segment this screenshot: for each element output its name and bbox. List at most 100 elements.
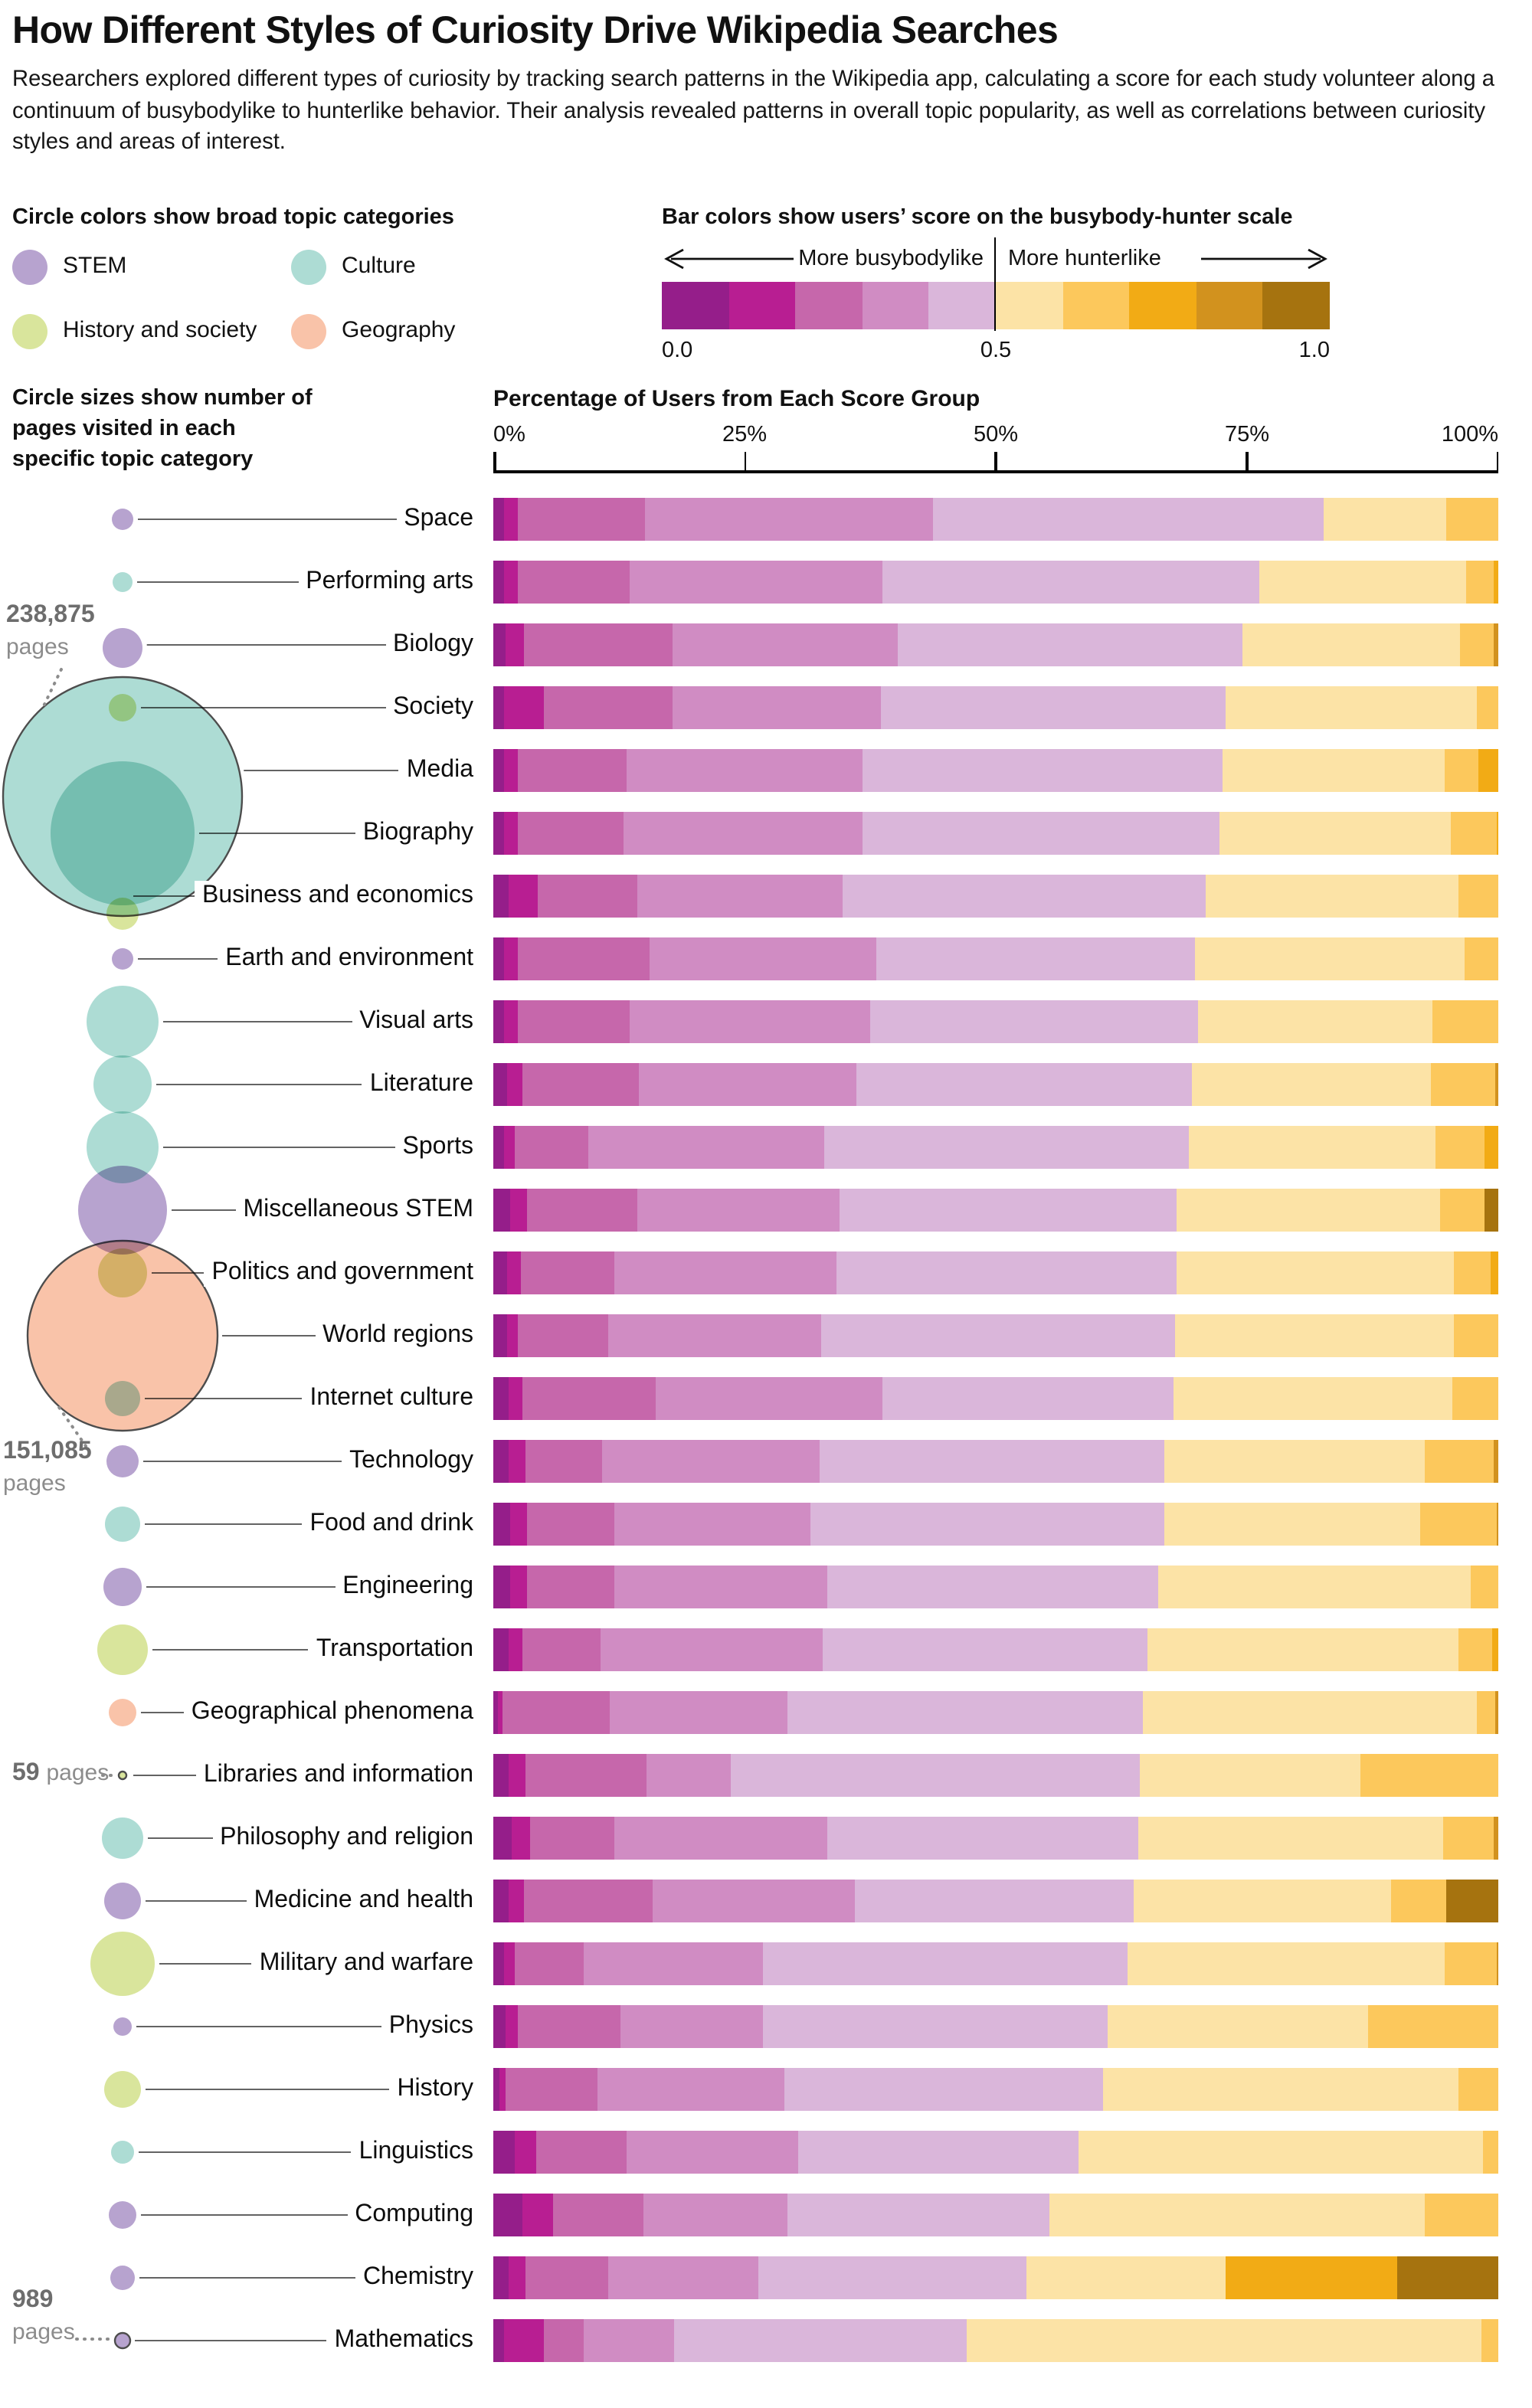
bar-segment-score-1 <box>503 561 518 604</box>
topic-circle-miscellaneous-stem <box>78 1166 167 1255</box>
row-label-text: Visual arts <box>352 1006 481 1036</box>
page-title: How Different Styles of Curiosity Drive … <box>12 9 1059 52</box>
stacked-bar-space <box>493 498 1498 541</box>
topic-circle-engineering <box>103 1568 142 1606</box>
row-label-politics-and-government: Politics and government <box>0 1251 481 1294</box>
legend-item-history: History and society <box>12 312 257 349</box>
row-label-text: Earth and environment <box>218 944 481 973</box>
bar-segment-score-7 <box>1492 1628 1498 1671</box>
bar-segment-score-7 <box>1226 2256 1398 2299</box>
annotation-mathematics-pages: 989 pages <box>12 2285 75 2347</box>
bar-segment-score-0 <box>493 812 504 855</box>
bar-segment-score-3 <box>646 1754 731 1797</box>
stacked-bar-visual-arts <box>493 1000 1498 1043</box>
row-label-text: Biology <box>385 630 481 659</box>
bar-segment-score-6 <box>1432 1000 1498 1043</box>
topic-circle-mathematics <box>113 2331 132 2350</box>
stacked-bar-military-and-warfare <box>493 1942 1498 1985</box>
annotation-media-pages: 238,875 pages <box>6 600 95 663</box>
topic-circle-history <box>104 2071 141 2108</box>
bar-segment-score-0 <box>493 2068 499 2111</box>
bar-segment-score-0 <box>493 2256 509 2299</box>
bar-segment-score-2 <box>522 1063 640 1106</box>
row-label-text: Politics and government <box>204 1258 481 1287</box>
bar-segment-score-1 <box>509 875 538 918</box>
bar-segment-score-3 <box>614 1251 837 1294</box>
bar-segment-score-6 <box>1458 875 1498 918</box>
bar-segment-score-3 <box>614 1566 828 1608</box>
bar-segment-score-0 <box>493 1628 509 1671</box>
bar-segment-score-1 <box>503 498 519 541</box>
score-color-scale <box>662 282 1330 329</box>
bar-segment-score-1 <box>503 1126 515 1169</box>
bar-segment-score-1 <box>508 1377 522 1420</box>
scale-swatch-3 <box>862 282 929 329</box>
bar-segment-score-6 <box>1360 1754 1498 1797</box>
bar-segment-score-4 <box>819 1440 1165 1483</box>
bar-segment-score-3 <box>639 1063 856 1106</box>
bar-segment-score-6 <box>1483 2131 1498 2174</box>
bar-segment-score-1 <box>503 1000 518 1043</box>
bar-segment-score-0 <box>493 2131 515 2174</box>
topic-circle-business-and-economics <box>106 898 139 930</box>
axis-tick-25: 25% <box>722 423 768 447</box>
bar-segment-score-5 <box>1147 1628 1459 1671</box>
bar-segment-score-4 <box>880 686 1226 729</box>
bar-segment-score-2 <box>517 1000 630 1043</box>
bar-segment-score-5 <box>1157 1566 1471 1608</box>
stacked-bar-biology <box>493 623 1498 666</box>
bar-segment-score-9 <box>1445 1880 1498 1922</box>
bar-segment-score-2 <box>552 2194 644 2236</box>
bar-segment-score-3 <box>584 1942 763 1985</box>
bar-segment-score-0 <box>493 1189 511 1232</box>
bar-segment-score-6 <box>1458 2068 1498 2111</box>
row-label-engineering: Engineering <box>0 1566 481 1608</box>
bar-segment-score-3 <box>643 2194 787 2236</box>
bar-segment-score-7 <box>1496 812 1498 855</box>
row-label-business-and-economics: Business and economics <box>0 875 481 918</box>
bar-segment-score-4 <box>827 1817 1139 1860</box>
bar-segment-score-2 <box>525 2256 608 2299</box>
bar-segment-score-1 <box>505 623 525 666</box>
bar-segment-score-6 <box>1391 1880 1446 1922</box>
bar-segment-score-3 <box>610 1691 787 1734</box>
row-label-text: Linguistics <box>351 2137 481 2166</box>
stacked-bar-history <box>493 2068 1498 2111</box>
bar-segment-score-5 <box>1195 937 1465 980</box>
bar-segment-score-1 <box>498 1691 502 1734</box>
topic-circle-biology <box>103 628 142 668</box>
bar-segment-score-4 <box>823 1628 1147 1671</box>
bar-segment-score-2 <box>544 686 673 729</box>
bar-segment-score-5 <box>1177 1251 1455 1294</box>
bar-segment-score-4 <box>827 1566 1158 1608</box>
row-label-geographical-phenomena: Geographical phenomena <box>0 1691 481 1734</box>
category-swatch-geography <box>291 313 326 348</box>
scale-swatch-9 <box>1262 282 1330 329</box>
bar-segment-score-8 <box>1494 1817 1498 1860</box>
stacked-bar-business-and-economics <box>493 875 1498 918</box>
topic-circle-physics <box>113 2017 132 2036</box>
row-label-text: Physics <box>381 2011 481 2040</box>
bar-segment-score-1 <box>504 686 545 729</box>
bar-segment-score-4 <box>762 2005 1108 2048</box>
bar-segment-score-6 <box>1454 1314 1498 1357</box>
bar-segment-score-4 <box>869 1000 1198 1043</box>
bar-segment-score-4 <box>730 1754 1141 1797</box>
bar-segment-score-3 <box>630 1000 870 1043</box>
scale-midpoint-divider <box>994 237 997 331</box>
bar-segment-score-5 <box>1142 1691 1478 1734</box>
bar-segment-score-6 <box>1451 812 1497 855</box>
bar-segment-score-6 <box>1460 623 1494 666</box>
bar-segment-score-1 <box>503 749 519 792</box>
bar-segment-score-6 <box>1477 1691 1495 1734</box>
stacked-bar-technology <box>493 1440 1498 1483</box>
bar-segment-score-2 <box>524 623 673 666</box>
annotation-unit: pages <box>46 1760 110 1786</box>
topic-circle-sports <box>87 1111 159 1183</box>
bar-segment-score-9 <box>1484 1189 1498 1232</box>
bar-segment-score-5 <box>1177 1189 1440 1232</box>
bar-segment-score-7 <box>1490 1251 1498 1294</box>
row-label-biography: Biography <box>0 812 481 855</box>
bar-segment-score-0 <box>493 2194 523 2236</box>
